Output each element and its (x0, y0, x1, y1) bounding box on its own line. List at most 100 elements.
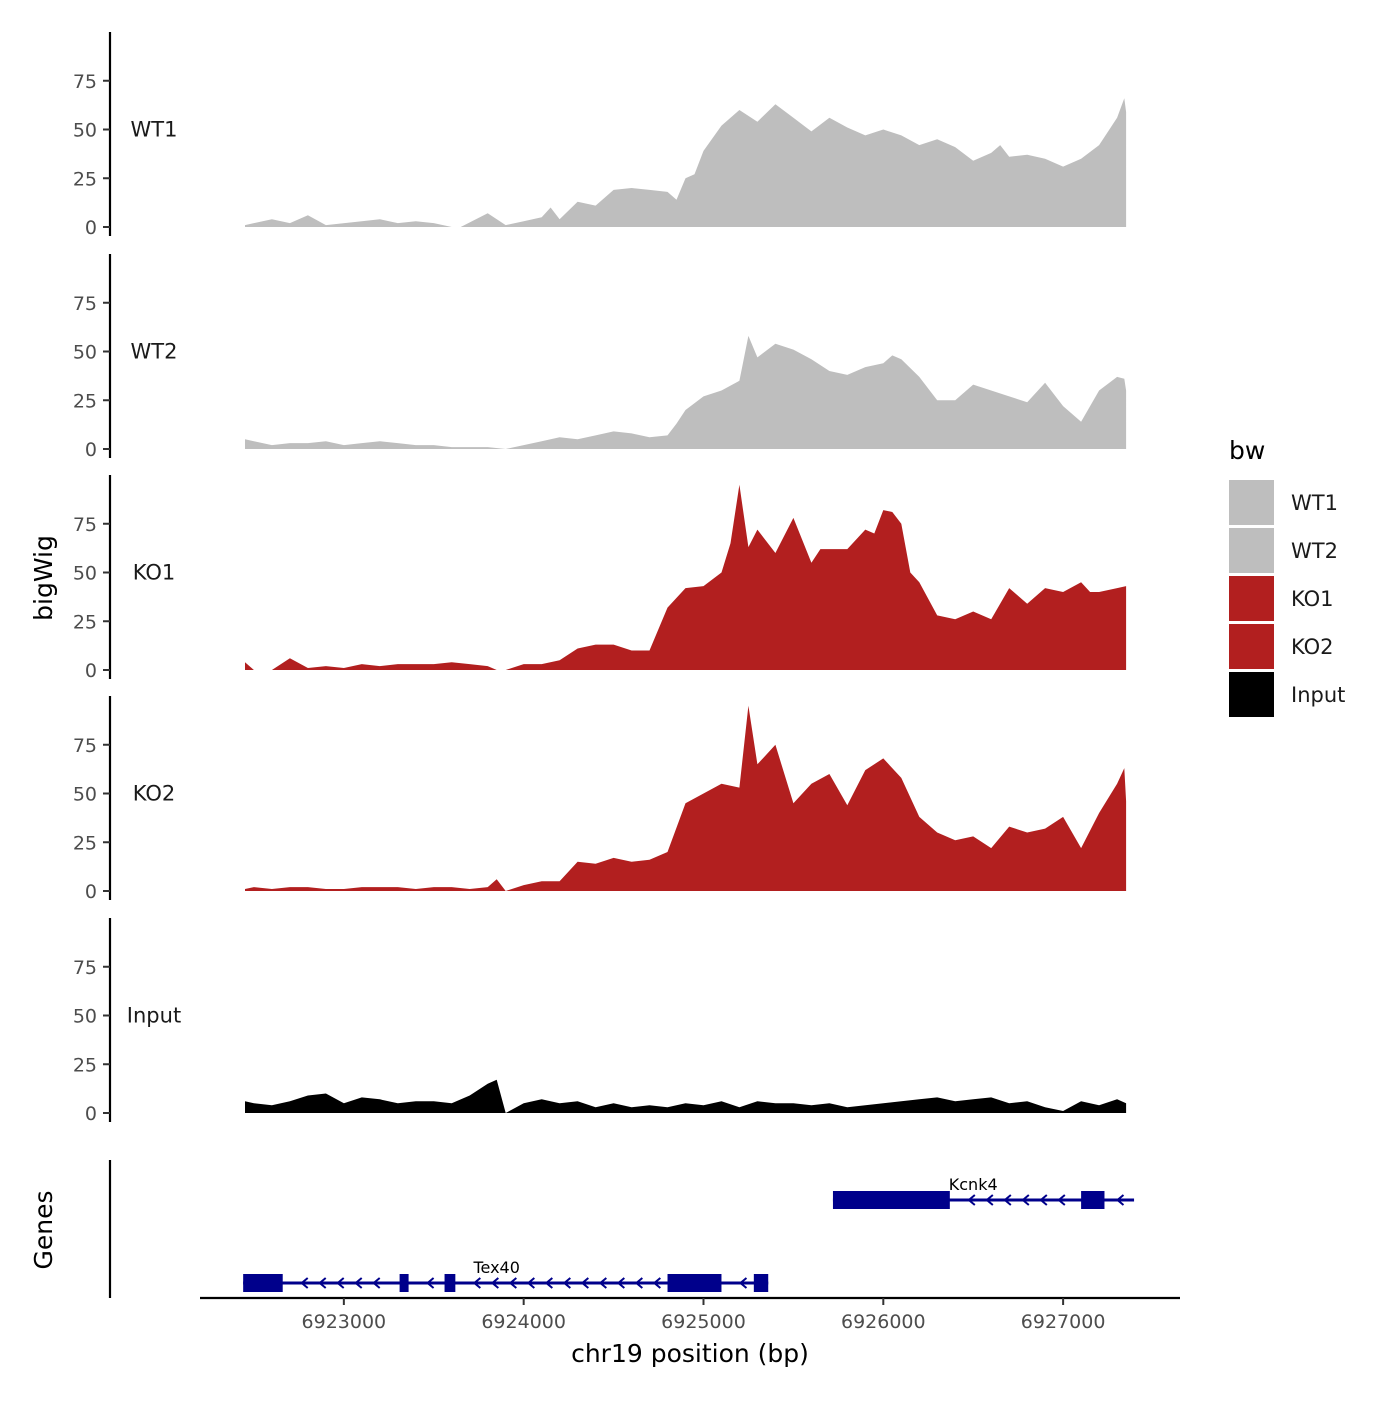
track-label: WT1 (131, 118, 178, 142)
legend-item: KO2 (1229, 624, 1334, 669)
gene-exon (399, 1274, 409, 1292)
y-tick-label: 75 (73, 514, 97, 536)
strand-arrow (526, 1277, 535, 1289)
gene-kcnk4: Kcnk4 (832, 1175, 1135, 1209)
legend: bw WT1 WT2 KO1 KO2 Input (1229, 436, 1345, 717)
strand-arrow (490, 1277, 499, 1289)
gene-label: Kcnk4 (949, 1175, 998, 1194)
y-tick-label: 75 (73, 735, 97, 757)
strand-arrow (1115, 1194, 1125, 1206)
strand-arrow (562, 1277, 571, 1289)
legend-swatch (1229, 672, 1274, 717)
coverage-area-wt2 (245, 335, 1127, 449)
strand-arrow (472, 1277, 481, 1289)
gene-tex40: Tex40 (243, 1258, 769, 1292)
strand-arrow (372, 1277, 381, 1289)
gene-exon (1081, 1191, 1105, 1209)
strand-arrow (508, 1277, 517, 1289)
track-input: 0 25 50 75 Input (73, 918, 1127, 1125)
gene-exon (444, 1274, 456, 1292)
y-tick-label: 0 (85, 217, 97, 239)
y-tick-label: 0 (85, 881, 97, 903)
legend-swatch (1229, 576, 1274, 621)
track-label: Input (127, 1004, 181, 1028)
x-axis-title: chr19 position (bp) (571, 1339, 809, 1368)
tracks-layer: 0 25 50 75 WT1 0 25 50 75 WT2 0 25 50 75 KO1 0 25 50 75 KO2… (73, 32, 1127, 1125)
legend-swatch (1229, 480, 1274, 525)
gene-exon (667, 1274, 722, 1292)
legend-item: KO1 (1229, 576, 1334, 621)
track-ko1: 0 25 50 75 KO1 (73, 475, 1127, 682)
x-tick-label: 6924000 (481, 1311, 566, 1333)
strand-arrow (300, 1277, 309, 1289)
legend-swatch (1229, 624, 1274, 669)
strand-arrow (1003, 1194, 1012, 1206)
track-wt1: 0 25 50 75 WT1 (73, 32, 1127, 239)
legend-label: KO1 (1291, 587, 1334, 611)
strand-arrow (544, 1277, 553, 1289)
strand-arrow (652, 1277, 661, 1289)
track-label: KO2 (133, 782, 176, 806)
gene-exon (832, 1191, 950, 1209)
x-tick-label: 6925000 (661, 1311, 746, 1333)
y-tick-label: 50 (73, 120, 97, 142)
legend-item: WT2 (1229, 528, 1338, 573)
strand-arrow (426, 1277, 435, 1289)
y-tick-label: 75 (73, 71, 97, 93)
strand-arrow (985, 1194, 994, 1206)
legend-label: KO2 (1291, 635, 1334, 659)
x-axis: 6923000 6924000 6925000 6926000 6927000 (200, 1296, 1180, 1333)
coverage-area-ko1 (245, 484, 1127, 670)
coverage-area-wt1 (245, 98, 1127, 227)
legend-title: bw (1229, 436, 1265, 465)
strand-arrow (738, 1277, 748, 1289)
y-tick-label: 25 (73, 611, 97, 633)
track-label: WT2 (131, 340, 178, 364)
x-tick-label: 6926000 (841, 1311, 926, 1333)
x-tick-label: 6927000 (1021, 1311, 1106, 1333)
y-tick-label: 0 (85, 439, 97, 461)
y-tick-label: 25 (73, 832, 97, 854)
y-tick-label: 50 (73, 563, 97, 585)
x-tick-label: 6923000 (302, 1311, 387, 1333)
y-tick-label: 50 (73, 1006, 97, 1028)
y-tick-label: 0 (85, 1103, 97, 1125)
strand-arrow (616, 1277, 625, 1289)
legend-swatch (1229, 528, 1274, 573)
legend-item: WT1 (1229, 480, 1338, 525)
strand-arrow (336, 1277, 345, 1289)
coverage-area-input (245, 1079, 1127, 1113)
y-tick-label: 50 (73, 784, 97, 806)
legend-item: Input (1229, 672, 1345, 717)
y-tick-label: 0 (85, 660, 97, 682)
strand-arrow (1057, 1194, 1066, 1206)
coverage-area-ko2 (245, 705, 1127, 891)
strand-arrow (1021, 1194, 1030, 1206)
strand-arrow (354, 1277, 363, 1289)
strand-arrow (318, 1277, 327, 1289)
legend-items: WT1 WT2 KO1 KO2 Input (1229, 480, 1345, 717)
y-tick-label: 25 (73, 168, 97, 190)
genes-axis-title: Genes (29, 1190, 58, 1269)
gene-exon (243, 1274, 283, 1292)
y-tick-label: 50 (73, 342, 97, 364)
strand-arrow (634, 1277, 643, 1289)
track-wt2: 0 25 50 75 WT2 (73, 254, 1127, 461)
y-tick-label: 75 (73, 293, 97, 315)
legend-label: WT2 (1291, 539, 1338, 563)
y-tick-label: 25 (73, 390, 97, 412)
gene-exon (753, 1274, 769, 1292)
track-ko2: 0 25 50 75 KO2 (73, 696, 1127, 903)
strand-arrow (580, 1277, 589, 1289)
y-axis-title: bigWig (29, 535, 58, 621)
legend-label: WT1 (1291, 491, 1338, 515)
y-tick-label: 75 (73, 957, 97, 979)
legend-label: Input (1291, 683, 1345, 707)
strand-arrow (1039, 1194, 1048, 1206)
strand-arrow (967, 1194, 976, 1206)
gene-label: Tex40 (472, 1258, 519, 1277)
track-label: KO1 (133, 561, 176, 585)
y-tick-label: 25 (73, 1054, 97, 1076)
